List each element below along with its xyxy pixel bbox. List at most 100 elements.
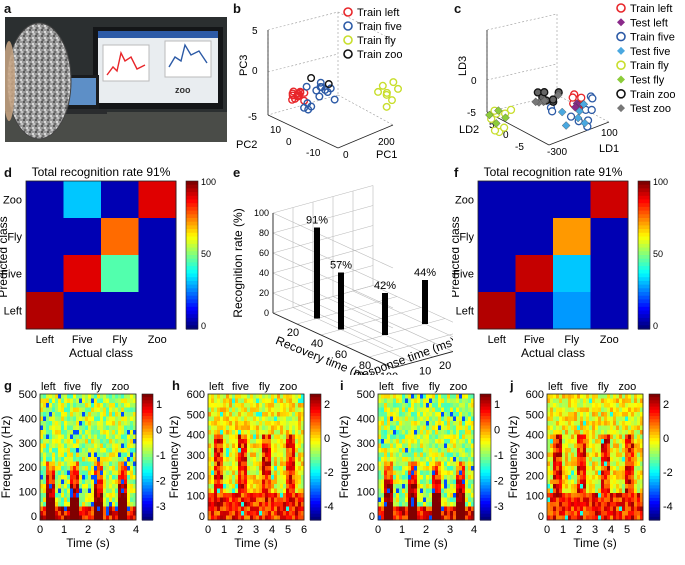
spectro-cell xyxy=(471,425,475,431)
spectro-cell xyxy=(405,497,409,503)
spectro-cell xyxy=(127,457,131,462)
colorbar-step xyxy=(186,192,198,197)
spectro-cell xyxy=(223,515,227,521)
spectro-cell xyxy=(604,421,608,426)
spectro-cell xyxy=(562,479,566,485)
spectro-cell xyxy=(262,511,266,516)
spectro-cell xyxy=(238,470,242,476)
spectro-cell xyxy=(73,497,77,503)
spectro-cell xyxy=(121,493,125,498)
spectro-cell xyxy=(268,493,272,498)
spectro-cell xyxy=(381,412,385,417)
spectro-cell xyxy=(444,506,448,512)
spectro-cell xyxy=(211,506,215,512)
spectro-cell xyxy=(387,488,391,494)
spectro-cell xyxy=(103,479,107,485)
spectro-cell xyxy=(616,479,620,485)
spectro-cell xyxy=(256,466,260,471)
spectro-cell xyxy=(586,493,590,498)
colorbar-step xyxy=(310,513,321,518)
spectro-cell xyxy=(67,475,71,480)
spectro-cell xyxy=(625,497,629,503)
spectro-cell xyxy=(468,394,472,399)
spectro-cell xyxy=(589,416,593,422)
spectro-cell xyxy=(217,484,221,489)
spectro-cell xyxy=(414,416,418,422)
colorbar-step xyxy=(638,273,650,278)
spectro-cell xyxy=(130,434,134,440)
spectro-cell xyxy=(103,403,107,408)
spectro-cell xyxy=(619,493,623,498)
spectro-cell xyxy=(396,430,400,435)
spectro-cell xyxy=(580,443,584,449)
spectro-cell xyxy=(40,475,44,480)
spectro-cell xyxy=(387,403,391,408)
spectro-cell xyxy=(616,439,620,444)
spectro-cell xyxy=(52,475,56,480)
spectro-cell xyxy=(471,421,475,426)
spectro-cell xyxy=(411,493,415,498)
spectro-cell xyxy=(610,488,614,494)
spectro-cell xyxy=(592,515,596,521)
spectro-cell xyxy=(550,457,554,462)
matrix-x-tick: Zoo xyxy=(600,334,619,346)
spectro-cell xyxy=(547,403,551,408)
scatter-point xyxy=(485,110,494,120)
spectro-cell xyxy=(547,511,551,516)
spectro-cell xyxy=(441,502,445,507)
spectro-cell xyxy=(241,470,245,476)
colorbar-step xyxy=(638,295,650,300)
spectro-cell xyxy=(607,470,611,476)
spectro-cell xyxy=(601,421,605,426)
spectro-cell xyxy=(256,407,260,413)
colorbar-step xyxy=(649,441,660,445)
spectro-cell xyxy=(277,488,281,494)
spectro-cell xyxy=(408,403,412,408)
spectro-cell xyxy=(411,421,415,426)
spectro-cell xyxy=(408,511,412,516)
spectro-cell xyxy=(214,443,218,449)
spectro-cell xyxy=(610,452,614,458)
spectro-cell xyxy=(268,434,272,440)
spectro-cell xyxy=(76,434,80,440)
spectro-cell xyxy=(378,502,382,507)
spectro-cell xyxy=(571,448,575,453)
colorbar-step xyxy=(638,310,650,315)
spectro-cell xyxy=(435,484,439,489)
spectro-cell xyxy=(450,416,454,422)
spectro-cell xyxy=(390,506,394,512)
spectro-cell xyxy=(628,403,632,408)
colorbar-step xyxy=(142,397,153,401)
spectro-cell xyxy=(130,497,134,503)
spectro-cell xyxy=(441,439,445,444)
spectro-cell xyxy=(298,430,302,435)
panel-label-b: b xyxy=(233,1,241,16)
spectro-cell xyxy=(559,448,563,453)
spectro-cell xyxy=(619,416,623,422)
spectro-cell xyxy=(130,457,134,462)
spectro-cell xyxy=(124,470,128,476)
spectro-cell xyxy=(435,407,439,413)
spectro-cell xyxy=(127,425,131,431)
spectro-cell xyxy=(616,430,620,435)
spectro-cell xyxy=(610,515,614,521)
spectro-cell xyxy=(49,448,53,453)
spectro-cell xyxy=(55,425,59,431)
spectro-cell xyxy=(574,466,578,471)
spectro-cell xyxy=(229,421,233,426)
spectro-cell xyxy=(280,475,284,480)
spectro-cell xyxy=(112,434,116,440)
spectro-cell xyxy=(462,425,466,431)
spectro-cell xyxy=(568,488,572,494)
spectro-cell xyxy=(444,511,448,516)
spectro-cell xyxy=(112,425,116,431)
spectro-cell xyxy=(420,475,424,480)
spectro-cell xyxy=(628,421,632,426)
colorbar-tick: 50 xyxy=(653,249,663,259)
spectro-cell xyxy=(456,403,460,408)
spectro-cell xyxy=(64,412,68,417)
spectro-cell xyxy=(628,511,632,516)
b-ztick: -5 xyxy=(248,112,257,123)
colorbar-frame xyxy=(479,393,492,521)
